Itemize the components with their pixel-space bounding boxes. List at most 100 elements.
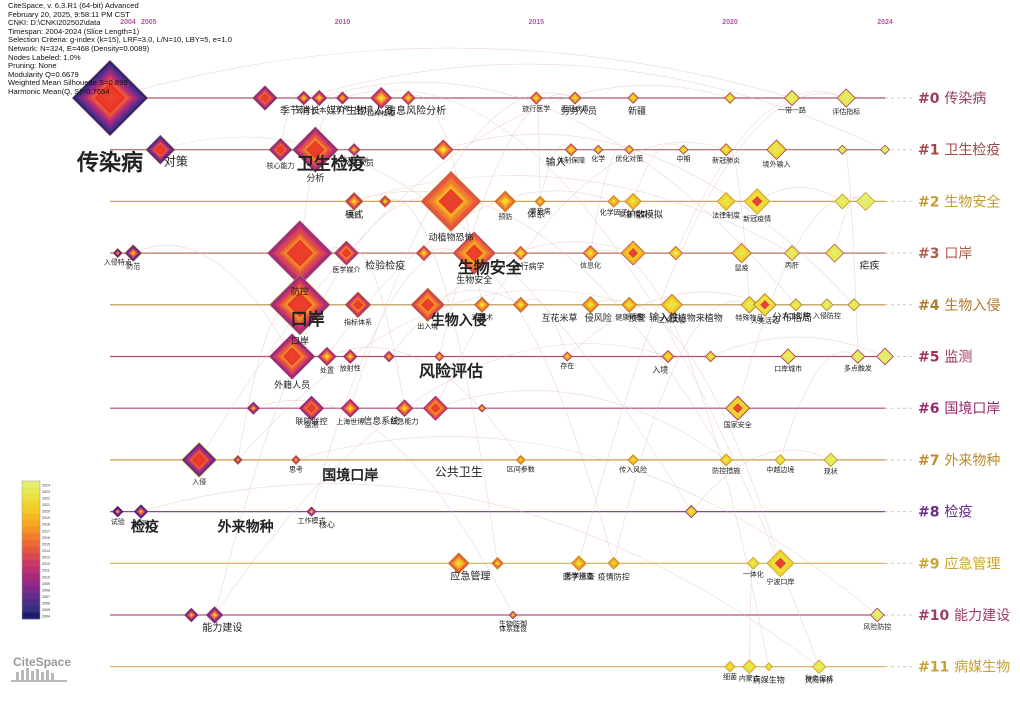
node-ring bbox=[422, 251, 426, 255]
link-arc bbox=[214, 343, 669, 616]
term-label: 扩散模拟 bbox=[627, 208, 663, 220]
node-label: 密度 bbox=[297, 105, 311, 114]
node-diamond bbox=[668, 245, 684, 261]
node-ring bbox=[611, 561, 616, 566]
node-label: 流行 bbox=[347, 210, 361, 219]
link-arc bbox=[140, 483, 820, 667]
node-diamond bbox=[593, 144, 604, 155]
node-ring bbox=[402, 406, 407, 411]
node-ring bbox=[724, 147, 729, 152]
node-diamond bbox=[582, 245, 599, 262]
info-line: Network: N=324, E=468 (Density=0.0089) bbox=[8, 43, 150, 53]
node-diamond bbox=[452, 231, 496, 275]
node-ring bbox=[840, 148, 844, 152]
node-label: 3s技术 bbox=[471, 312, 493, 321]
node-label: 化学因子 bbox=[600, 207, 628, 216]
node-diamond bbox=[856, 191, 876, 211]
year-tick-label: 2005 bbox=[141, 19, 157, 26]
term-label: 风险评估 bbox=[419, 362, 483, 381]
term-label: 入侵植物来植物 bbox=[660, 312, 723, 324]
legend-swatch bbox=[22, 487, 40, 495]
node-label: 一带一路 bbox=[778, 106, 806, 115]
node-ring bbox=[340, 96, 345, 100]
node-diamond bbox=[269, 333, 316, 380]
node-ring bbox=[302, 96, 306, 100]
node-label: 口岸 bbox=[291, 336, 309, 347]
term-label: 医学巡查 bbox=[563, 571, 595, 581]
node-diamond bbox=[627, 454, 639, 466]
node-label: 内蒙古 bbox=[739, 673, 760, 682]
node-diamond bbox=[432, 139, 454, 161]
node-diamond bbox=[246, 401, 260, 415]
node-ring bbox=[387, 354, 391, 359]
node-ring bbox=[441, 147, 446, 152]
node-label: 出入境 bbox=[417, 321, 438, 330]
node-ring bbox=[875, 613, 879, 617]
legend-swatch bbox=[22, 599, 40, 607]
node-diamond bbox=[508, 610, 518, 620]
cluster-id: #6 bbox=[918, 401, 944, 417]
node-ring bbox=[840, 199, 845, 204]
node-diamond bbox=[290, 454, 302, 465]
node-ring bbox=[747, 665, 752, 669]
node-label: 区间参数 bbox=[507, 464, 535, 473]
node-diamond bbox=[344, 191, 364, 211]
node-diamond bbox=[661, 349, 675, 364]
term-label: 联防联控 bbox=[296, 416, 328, 426]
legend-year-label: 2024 bbox=[42, 483, 50, 487]
year-tick-label: 2015 bbox=[528, 19, 544, 26]
term-label: 检疫 bbox=[131, 519, 159, 536]
node-ring bbox=[728, 664, 732, 669]
node-burst bbox=[259, 92, 271, 104]
link-arc bbox=[384, 198, 498, 564]
link-arc bbox=[354, 190, 727, 461]
year-tick-label: 2004 bbox=[120, 19, 136, 26]
logo-text: CiteSpace bbox=[13, 655, 71, 669]
node-ring bbox=[511, 613, 515, 617]
link-arc bbox=[326, 347, 521, 461]
node-label: 传入风险 bbox=[619, 465, 647, 474]
link-arc bbox=[737, 197, 866, 409]
link-arc bbox=[435, 390, 727, 461]
node-label: 传染病 bbox=[76, 150, 143, 176]
node-burst bbox=[760, 300, 770, 310]
node-diamond bbox=[515, 454, 526, 465]
cluster-name: 国境口岸 bbox=[944, 401, 1000, 417]
node-diamond bbox=[704, 350, 717, 363]
node-burst bbox=[420, 297, 435, 312]
node-label: 二次入侵 bbox=[658, 315, 686, 324]
link-arc bbox=[388, 241, 634, 357]
node-label: 化学 bbox=[591, 154, 605, 163]
term-label: 疫情防控 bbox=[598, 571, 630, 581]
term-label: 疟疾 bbox=[860, 259, 880, 272]
node-ring bbox=[325, 354, 329, 359]
legend-swatch bbox=[22, 513, 40, 521]
cluster-name: 卫生检疫 bbox=[944, 143, 1000, 159]
node-ring bbox=[406, 96, 411, 100]
node-diamond bbox=[296, 90, 312, 106]
node-diamond bbox=[607, 556, 621, 570]
node-ring bbox=[116, 509, 120, 514]
node-ring bbox=[437, 355, 441, 358]
node-diamond bbox=[624, 192, 642, 211]
node-ring bbox=[724, 457, 729, 462]
node-diamond bbox=[410, 287, 445, 322]
node-label: 健康地图 bbox=[615, 312, 643, 321]
node-ring bbox=[883, 148, 887, 152]
term-label: 核心 bbox=[319, 520, 335, 530]
year-tick-label: 2010 bbox=[335, 19, 351, 26]
cluster-id: #8 bbox=[918, 505, 944, 521]
node-label: 现状 bbox=[824, 467, 838, 476]
node-label: 体制保障 bbox=[557, 156, 585, 165]
node-ring bbox=[480, 302, 484, 307]
node-diamond bbox=[311, 89, 328, 107]
node-ring bbox=[519, 458, 523, 462]
node-label: 人类活动 bbox=[751, 316, 779, 325]
node-burst bbox=[191, 452, 207, 468]
node-label: 境外输入 bbox=[763, 159, 791, 168]
node-ring bbox=[596, 148, 600, 152]
node-burst bbox=[751, 196, 763, 207]
node-ring bbox=[790, 96, 794, 100]
legend-swatch bbox=[22, 494, 40, 502]
node-label: 优化对策 bbox=[615, 154, 643, 163]
